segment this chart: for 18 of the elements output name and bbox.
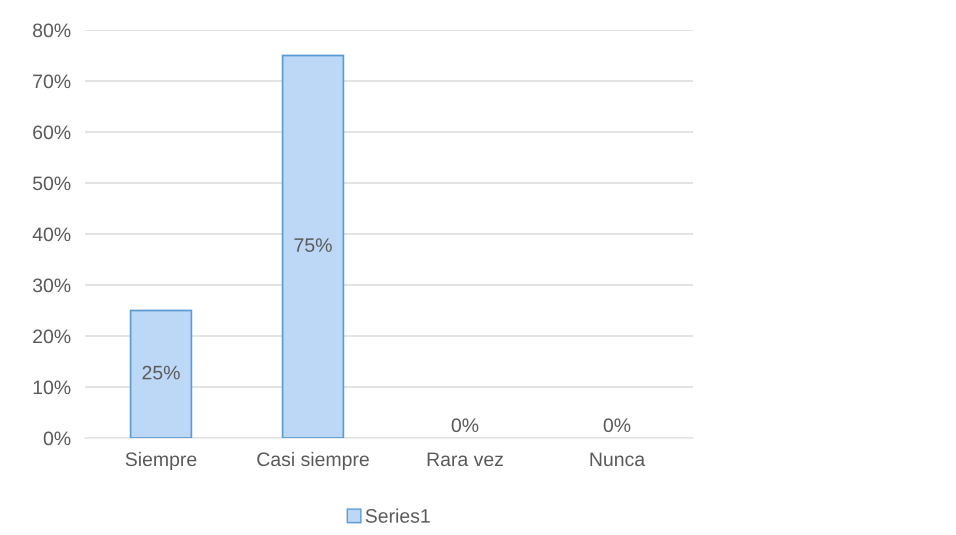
y-tick-label: 80% (33, 23, 70, 38)
x-tick-label: Nunca (590, 452, 646, 466)
y-tick-label: 50% (32, 176, 70, 190)
y-tick-label: 60% (33, 125, 70, 140)
data-label: 25% (142, 366, 180, 380)
x-tick-label: Siempre (126, 452, 196, 470)
data-label: 0% (604, 418, 630, 432)
legend-label: Series1 (366, 508, 430, 523)
y-tick-label: 70% (33, 74, 70, 88)
data-label: 75% (294, 238, 332, 252)
y-tick-label: 20% (33, 329, 70, 344)
x-tick-label: Rara vez (428, 452, 503, 466)
y-tick-label: 10% (34, 380, 70, 394)
y-tick-label: 0% (44, 431, 70, 446)
data-label: 0% (452, 418, 478, 432)
y-tick-label: 40% (32, 227, 70, 242)
y-tick-label: 30% (32, 278, 70, 292)
x-tick-label: Casi siempre (257, 452, 369, 470)
